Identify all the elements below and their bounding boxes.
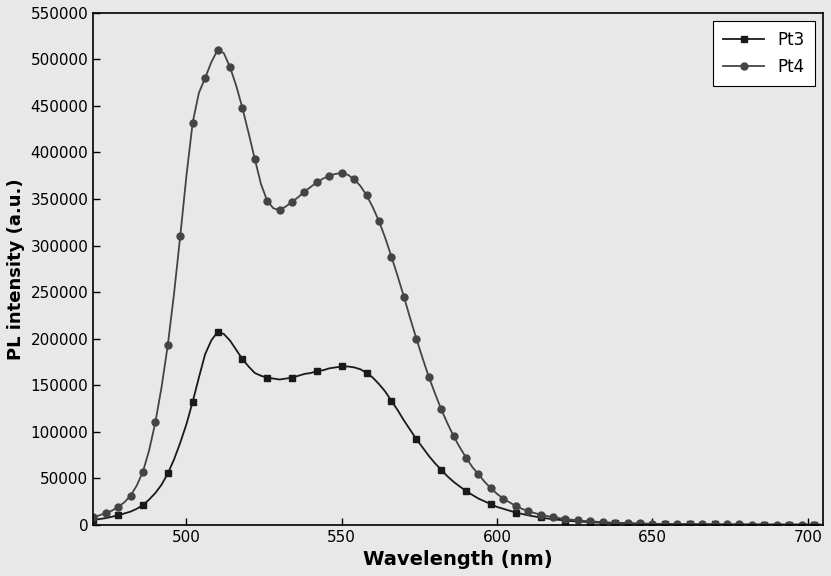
- Pt3: [343, 363, 353, 370]
- Pt3: [597, 520, 607, 526]
- X-axis label: Wavelength (nm): Wavelength (nm): [363, 550, 553, 569]
- Y-axis label: PL intensity (a.u.): PL intensity (a.u.): [7, 178, 25, 359]
- Pt3: [654, 521, 664, 528]
- Pt3: [88, 517, 98, 524]
- Pt4: [88, 514, 98, 521]
- Pt4: [169, 290, 179, 297]
- Pt3: [243, 363, 253, 370]
- Pt4: [666, 521, 676, 528]
- Line: Pt4: Pt4: [90, 47, 824, 528]
- Pt4: [597, 518, 607, 525]
- Pt3: [815, 521, 825, 528]
- Pt4: [213, 47, 223, 54]
- Pt3: [666, 521, 676, 528]
- Legend: Pt3, Pt4: Pt3, Pt4: [713, 21, 815, 86]
- Pt4: [243, 130, 253, 137]
- Pt4: [654, 520, 664, 527]
- Pt3: [169, 456, 179, 463]
- Pt4: [815, 521, 825, 528]
- Pt4: [343, 172, 353, 179]
- Line: Pt3: Pt3: [90, 328, 824, 528]
- Pt3: [213, 328, 223, 335]
